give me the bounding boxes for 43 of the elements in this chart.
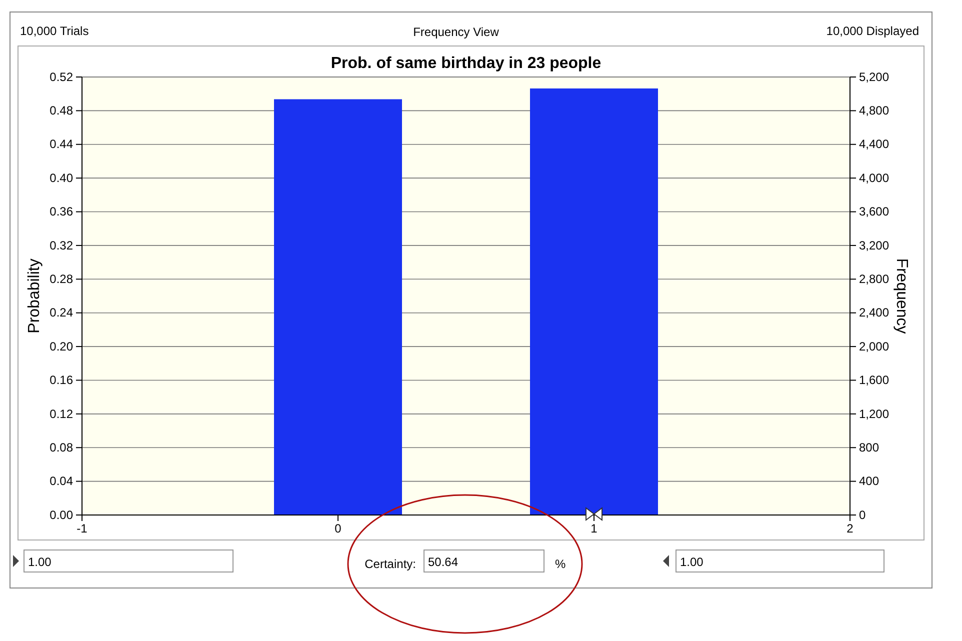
y-tick-label: 0.28 [50, 272, 74, 286]
x-tick-label: 1 [590, 522, 598, 536]
x-tick-label: 2 [846, 522, 854, 536]
y-axis-title: Probability [26, 258, 43, 334]
y2-tick-label: 400 [859, 474, 880, 488]
y2-tick-label: 5,200 [859, 70, 890, 84]
text: Certainty: [364, 557, 416, 571]
y-tick-label: 0.04 [50, 474, 74, 488]
y-tick-label: 0.20 [50, 339, 74, 354]
y-tick-label: 0.48 [50, 104, 74, 118]
y2-tick-label: 2,400 [859, 306, 890, 320]
y-tick-label: 0.36 [50, 204, 74, 219]
text: 10,000 Trials [20, 24, 89, 38]
text: 50.64 [428, 555, 458, 569]
y-tick-label: 0.52 [50, 70, 74, 84]
y-tick-label: 0.32 [50, 238, 74, 252]
y-tick-label: 0.00 [50, 508, 74, 522]
chart-title: Prob. of same birthday in 23 people [330, 55, 602, 72]
y-tick-label: 0.16 [50, 373, 74, 388]
y2-tick-label: 3,600 [859, 204, 890, 219]
y2-tick-label: 4,000 [859, 170, 890, 185]
y2-tick-label: 3,200 [859, 238, 890, 252]
y-tick-label: 0.44 [50, 137, 74, 152]
y2-tick-label: 800 [859, 440, 880, 454]
y-tick-label: 0.40 [50, 170, 74, 185]
y2-tick-label: 4,800 [859, 104, 890, 118]
x-tick-label: -1 [76, 522, 88, 536]
text: % [555, 557, 566, 571]
y2-tick-label: 1,200 [859, 406, 890, 421]
y2-axis-title: Frequency [893, 258, 910, 334]
y-tick-label: 0.24 [50, 306, 74, 320]
x-tick-label: 0 [334, 522, 342, 536]
chart-subtitle: Frequency View [413, 25, 500, 39]
y2-tick-label: 2,800 [859, 272, 890, 286]
y-tick-label: 0.08 [50, 440, 74, 454]
y2-tick-label: 4,400 [859, 137, 890, 152]
y2-tick-label: 1,600 [859, 373, 890, 388]
text: 10,000 Displayed [826, 24, 919, 38]
text: 1.00 [28, 555, 52, 569]
y2-tick-label: 2,000 [859, 339, 890, 354]
y-tick-label: 0.12 [50, 406, 74, 421]
text: 1.00 [680, 555, 704, 569]
y2-tick-label: 0 [859, 508, 866, 522]
